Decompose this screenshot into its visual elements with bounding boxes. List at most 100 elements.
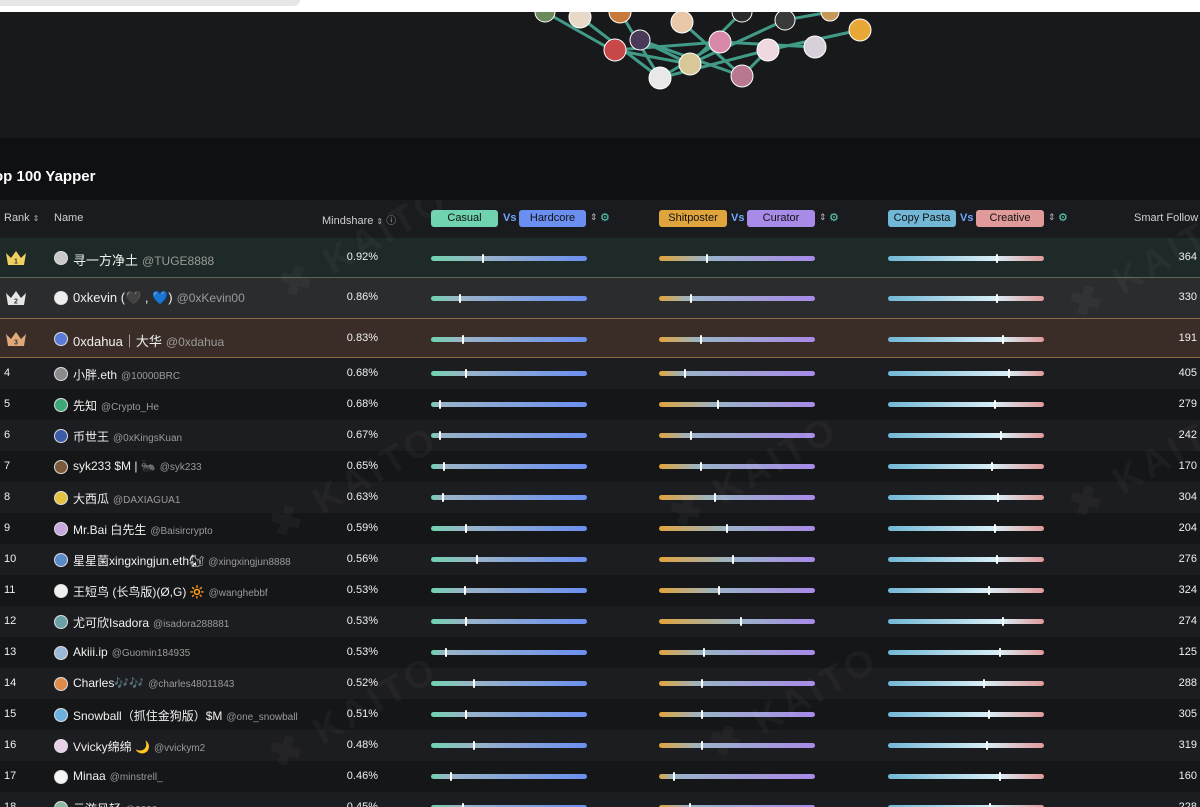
shitposter-curator-bar (659, 679, 815, 688)
table-row[interactable]: 6 币世王 @0xKingsKuan 0.67% 242 (0, 420, 1200, 451)
table-row[interactable]: 4 小胖.eth @10000BRC 0.68% 405 (0, 358, 1200, 389)
user-name[interactable]: Minaa @minstrell_ (73, 769, 163, 783)
table-row[interactable]: 15 Snowball（抓住金狗版）$M @one_snowball 0.51% 305 (0, 699, 1200, 730)
mindshare-header[interactable]: Mindshare ⇕ ⓘ (322, 215, 397, 227)
settings-icon[interactable]: ⚙ (1058, 212, 1068, 224)
display-name: Mr.Bai 白先生 (73, 522, 147, 537)
bar-marker (673, 772, 676, 781)
display-name: 尤可欣Isadora (73, 615, 150, 630)
settings-icon[interactable]: ⚙ (829, 212, 839, 224)
avatar[interactable] (54, 676, 68, 691)
avatar[interactable] (54, 251, 68, 265)
bar-marker (990, 462, 993, 471)
section-header-band (0, 138, 1200, 200)
user-name[interactable]: 云游风轻 @2298 (73, 800, 157, 807)
user-name[interactable]: 币世王 @0xKingsKuan (73, 428, 182, 445)
bar-marker (995, 253, 998, 263)
casual-hardcore-bar (431, 293, 587, 303)
user-name[interactable]: 寻一方净土 @TUGE8888 (73, 250, 214, 269)
rank-number: 9 (4, 521, 11, 534)
avatar[interactable] (54, 366, 68, 381)
avatar[interactable] (54, 645, 68, 660)
user-name[interactable]: 先知 @Crypto_He (73, 397, 159, 414)
settings-icon[interactable]: ⚙ (600, 212, 610, 224)
smart-followers-header[interactable]: Smart Follow (1134, 212, 1199, 224)
table-row[interactable]: 8 大西瓜 @DAXIAGUA1 0.63% 304 (0, 482, 1200, 513)
rank-number: 11 (4, 583, 16, 596)
user-name[interactable]: syk233 $M | 🐜 @syk233 (73, 459, 202, 473)
table-row[interactable]: 11 王短鸟 (长鸟版)(Ø,G) 🔆 @wanghebbf 0.53% 324 (0, 575, 1200, 606)
network-graph[interactable] (0, 12, 1200, 138)
bar-marker (441, 493, 444, 502)
table-row[interactable]: 16 Vvicky绵绵 🌙 @vvickym2 0.48% 319 (0, 730, 1200, 761)
table-row[interactable]: 18 云游风轻 @2298 0.45% 228 (0, 792, 1200, 807)
shitposter-curator-bar (659, 741, 815, 750)
avatar[interactable] (54, 521, 68, 536)
user-handle: @0xKingsKuan (113, 432, 183, 444)
bar-marker (716, 400, 719, 409)
avatar[interactable] (54, 490, 68, 505)
table-row[interactable]: 2 0xkevin (🖤 , 💙) @0xKevin00 0.86% 330 (0, 278, 1200, 318)
user-name[interactable]: Charles🎶🎶 @charles48011843 (73, 676, 234, 690)
avatar[interactable] (54, 552, 68, 567)
avatar[interactable] (54, 397, 68, 412)
bar-marker (994, 400, 997, 409)
table-row[interactable]: 17 Minaa @minstrell_ 0.46% 160 (0, 761, 1200, 792)
table-row[interactable]: 14 Charles🎶🎶 @charles48011843 0.52% 288 (0, 668, 1200, 699)
avatar[interactable] (54, 459, 68, 474)
avatar[interactable] (54, 769, 68, 784)
table-row[interactable]: 5 先知 @Crypto_He 0.68% 279 (0, 389, 1200, 420)
smart-followers-value: 364 (1178, 251, 1197, 263)
avatar[interactable] (54, 614, 68, 629)
bar-marker (699, 334, 702, 344)
mindshare-value: 0.51% (346, 707, 378, 720)
bar-marker (702, 648, 705, 657)
casual-hardcore-bar (431, 400, 587, 409)
avatar[interactable] (54, 800, 68, 807)
bar-marker (983, 679, 986, 688)
avatar[interactable] (54, 428, 68, 443)
table-row[interactable]: 10 星星菌xingxingjun.eth🐿 @xingxingjun8888 0.5… (0, 544, 1200, 575)
avatar[interactable] (54, 583, 68, 598)
user-name[interactable]: 0xdahua｜大华 @0xdahua (73, 331, 224, 350)
user-name[interactable]: Snowball（抓住金狗版）$M @one_snowball (73, 707, 298, 724)
user-name[interactable]: 尤可欣Isadora @isadora288881 (73, 614, 229, 631)
smart-followers-value: 324 (1178, 583, 1197, 596)
bar-marker (476, 555, 479, 564)
user-name[interactable]: 王短鸟 (长鸟版)(Ø,G) 🔆 @wanghebbf (73, 583, 268, 600)
user-handle: @Baisircrypto (150, 525, 213, 537)
avatar[interactable] (54, 291, 68, 305)
table-row[interactable]: 9 Mr.Bai 白先生 @Baisircrypto 0.59% 204 (0, 513, 1200, 544)
smart-followers-value: 304 (1178, 490, 1197, 503)
table-row[interactable]: 3 0xdahua｜大华 @0xdahua 0.83% 191 (0, 318, 1200, 358)
user-name[interactable]: 0xkevin (🖤 , 💙) @0xKevin00 (73, 290, 245, 306)
copypasta-creative-bar (888, 253, 1044, 263)
user-handle: @wanghebbf (208, 587, 268, 599)
sort-icon[interactable]: ⇕ (819, 212, 827, 222)
rank-header[interactable]: Rank ⇕ (4, 212, 40, 224)
copypasta-creative-bar (888, 493, 1044, 502)
rank-number: 3 (14, 340, 18, 347)
avatar[interactable] (54, 738, 68, 753)
smart-followers-value: 330 (1178, 291, 1197, 303)
avatar[interactable] (54, 707, 68, 722)
rank-number: 6 (4, 428, 11, 441)
bar-marker (445, 648, 448, 657)
table-row[interactable]: 7 syk233 $M | 🐜 @syk233 0.65% 170 (0, 451, 1200, 482)
mindshare-value: 0.65% (346, 459, 378, 472)
user-name[interactable]: Akiii.ip @Guomin184935 (73, 645, 190, 659)
table-header: Rank ⇕ Name Mindshare ⇕ ⓘ Casual Vs Hard… (0, 200, 1200, 238)
sort-icon[interactable]: ⇕ (1048, 212, 1056, 222)
user-name[interactable]: Vvicky绵绵 🌙 @vvickym2 (73, 738, 205, 755)
user-name[interactable]: 大西瓜 @DAXIAGUA1 (73, 490, 180, 507)
user-name[interactable]: 星星菌xingxingjun.eth🐿 @xingxingjun8888 (73, 552, 291, 569)
avatar[interactable] (54, 332, 68, 346)
table-row[interactable]: 12 尤可欣Isadora @isadora288881 0.53% 274 (0, 606, 1200, 637)
copypasta-creative-bar (888, 555, 1044, 564)
sort-icon[interactable]: ⇕ (590, 212, 598, 222)
table-row[interactable]: 13 Akiii.ip @Guomin184935 0.53% 125 (0, 637, 1200, 668)
user-name[interactable]: 小胖.eth @10000BRC (73, 366, 180, 383)
user-name[interactable]: Mr.Bai 白先生 @Baisircrypto (73, 521, 213, 538)
bar-marker (465, 617, 468, 626)
table-row[interactable]: 1 寻一方净土 @TUGE8888 0.92% 364 (0, 238, 1200, 278)
